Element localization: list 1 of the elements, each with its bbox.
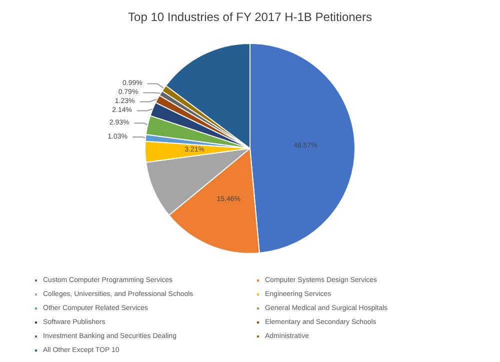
- chart-title: Top 10 Industries of FY 2017 H-1B Petitioners: [128, 10, 372, 24]
